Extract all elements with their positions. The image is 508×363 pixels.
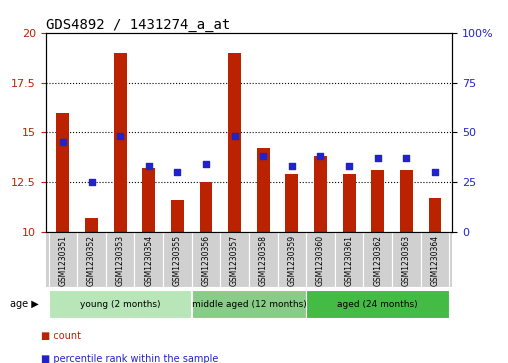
Text: GSM1230356: GSM1230356 xyxy=(202,235,210,286)
Text: GSM1230364: GSM1230364 xyxy=(430,235,439,286)
Bar xyxy=(192,232,220,287)
Bar xyxy=(135,232,163,287)
Bar xyxy=(192,290,306,318)
Text: GSM1230354: GSM1230354 xyxy=(144,235,153,286)
Text: GSM1230357: GSM1230357 xyxy=(230,235,239,286)
Bar xyxy=(106,232,135,287)
Bar xyxy=(114,53,126,232)
Text: GSM1230352: GSM1230352 xyxy=(87,235,96,286)
Text: GSM1230362: GSM1230362 xyxy=(373,235,382,286)
Text: GSM1230355: GSM1230355 xyxy=(173,235,182,286)
Bar xyxy=(421,232,449,287)
Point xyxy=(231,134,239,139)
Bar xyxy=(228,53,241,232)
Text: aged (24 months): aged (24 months) xyxy=(337,299,418,309)
Text: GSM1230363: GSM1230363 xyxy=(402,235,411,286)
Bar xyxy=(163,232,192,287)
Text: GSM1230360: GSM1230360 xyxy=(316,235,325,286)
Bar xyxy=(371,170,384,232)
Bar xyxy=(306,232,335,287)
Bar xyxy=(363,232,392,287)
Text: middle aged (12 months): middle aged (12 months) xyxy=(192,299,306,309)
Bar xyxy=(220,232,249,287)
Text: GSM1230351: GSM1230351 xyxy=(58,235,68,286)
Bar xyxy=(249,232,277,287)
Bar xyxy=(277,232,306,287)
Text: ■ count: ■ count xyxy=(41,331,81,341)
Text: GSM1230353: GSM1230353 xyxy=(116,235,124,286)
Bar xyxy=(200,182,212,232)
Bar xyxy=(85,218,98,232)
Bar xyxy=(49,232,77,287)
Bar xyxy=(285,174,298,232)
Text: GSM1230361: GSM1230361 xyxy=(344,235,354,286)
Bar xyxy=(77,232,106,287)
Bar xyxy=(171,200,184,232)
Point xyxy=(316,154,325,159)
Point xyxy=(345,163,353,169)
Bar xyxy=(392,232,421,287)
Point xyxy=(116,134,124,139)
Point xyxy=(59,140,67,146)
Bar xyxy=(314,156,327,232)
Point xyxy=(259,154,267,159)
Text: GSM1230359: GSM1230359 xyxy=(288,235,296,286)
Bar xyxy=(306,290,449,318)
Point xyxy=(173,170,181,175)
Point xyxy=(402,155,410,161)
Text: ■ percentile rank within the sample: ■ percentile rank within the sample xyxy=(41,354,218,363)
Bar xyxy=(335,232,363,287)
Bar xyxy=(429,198,441,232)
Bar xyxy=(343,174,356,232)
Point xyxy=(431,170,439,175)
Bar xyxy=(56,113,69,232)
Text: GSM1230358: GSM1230358 xyxy=(259,235,268,286)
Bar xyxy=(400,170,413,232)
Bar xyxy=(49,290,192,318)
Point xyxy=(145,163,153,169)
Point xyxy=(87,180,96,185)
Text: GDS4892 / 1431274_a_at: GDS4892 / 1431274_a_at xyxy=(46,18,230,32)
Bar xyxy=(142,168,155,232)
Bar xyxy=(257,148,270,232)
Text: young (2 months): young (2 months) xyxy=(80,299,161,309)
Point xyxy=(288,163,296,169)
Point xyxy=(374,155,382,161)
Text: age ▶: age ▶ xyxy=(10,299,39,309)
Point xyxy=(202,162,210,167)
